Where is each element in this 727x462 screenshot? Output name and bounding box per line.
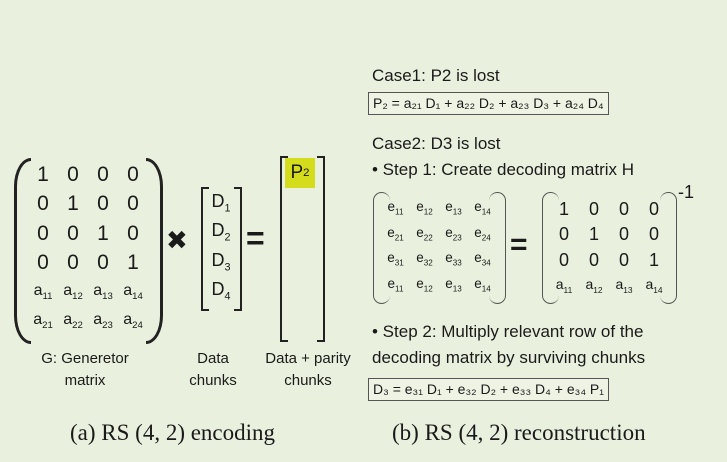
generator-cell-1-2: 0 (67, 163, 79, 187)
inv-matrix-cell-2-3: 0 (618, 224, 629, 245)
data-vector-cell-d1: D1 (211, 190, 231, 215)
step1-text: • Step 1: Create decoding matrix H (372, 160, 635, 179)
h-matrix-cell-1-1: e11 (387, 199, 404, 218)
data-caption-line1: Data (197, 350, 229, 367)
generator-cell-2-2: 1 (67, 192, 79, 216)
generator-cell-3-3: 1 (97, 221, 109, 245)
generator-cell-3-2: 0 (67, 221, 79, 245)
case2-title: Case2: D3 is lost (372, 134, 501, 153)
result-vector-right-bracket (317, 156, 325, 342)
generator-cell-2-1: 0 (37, 192, 49, 216)
h-matrix-cell-4-2: e12 (416, 275, 433, 294)
reconstruction-subtitle: (b) RS (4, 2) reconstruction (392, 420, 646, 445)
h-matrix-cell-4-1: e11 (387, 275, 404, 294)
generator-cell-6-2: a22 (63, 310, 83, 332)
h-equals-sign: = (510, 228, 528, 261)
generator-caption: G: Generetor matrix (30, 348, 140, 392)
inverse-exponent: -1 (678, 182, 695, 202)
inv-matrix-cell-1-1: 1 (558, 198, 569, 219)
generator-cell-6-3: a23 (93, 310, 113, 332)
h-matrix-cell-1-4: e14 (474, 199, 491, 218)
data-vector-cell-d3: D3 (211, 249, 231, 274)
generator-cell-2-4: 0 (127, 192, 139, 216)
generator-cell-3-1: 0 (37, 221, 49, 245)
inv-matrix-cell-3-2: 0 (588, 249, 599, 270)
inv-matrix-cell-2-4: 0 (648, 224, 659, 245)
data-vector-cell-d4: D4 (211, 279, 231, 303)
h-matrix-cell-2-2: e22 (416, 224, 433, 243)
h-matrix-cell-2-1: e21 (387, 224, 404, 243)
data-caption-line2: chunks (189, 371, 237, 389)
generator-cell-1-1: 1 (37, 163, 49, 187)
data-vector-right-bracket (234, 187, 242, 311)
step2-line1: • Step 2: Multiply relevant row of the (372, 322, 644, 341)
inv-matrix-cell-2-2: 1 (588, 224, 599, 245)
result-caption-line2: chunks (284, 371, 332, 389)
generator-cell-2-3: 0 (97, 192, 109, 216)
h-matrix-cell-4-3: e13 (445, 275, 462, 294)
h-right-paren (489, 192, 506, 304)
data-vector-left-bracket (201, 187, 209, 311)
h-matrix-cell-2-4: e24 (474, 224, 491, 243)
h-matrix-cell-3-2: e32 (416, 250, 433, 269)
generator-caption-line1: G: Generetor (41, 350, 129, 367)
inv-matrix-cell-3-4: 1 (648, 249, 659, 270)
h-matrix-cell-1-2: e12 (416, 199, 433, 218)
generator-cell-5-1: a11 (33, 281, 53, 302)
step2-line2: decoding matrix by surviving chunks (372, 348, 646, 367)
generator-cell-4-2: 0 (67, 251, 79, 275)
inv-matrix-cell-4-3: a13 (615, 275, 633, 295)
generator-caption-line2: matrix (64, 371, 106, 389)
h-matrix-cell-2-3: e23 (445, 224, 462, 243)
equals-sign: = (246, 220, 265, 256)
result-caption-line1: Data + parity (265, 350, 351, 367)
inv-left-paren (542, 192, 559, 304)
generator-cell-5-2: a12 (63, 281, 83, 302)
inv-matrix-cell-1-3: 0 (618, 198, 629, 219)
h-matrix-cell-3-1: e31 (387, 250, 404, 269)
h-matrix-cell-1-3: e13 (445, 199, 462, 218)
generator-cell-1-4: 0 (127, 163, 139, 187)
inv-matrix-cell-4-1: a11 (555, 275, 573, 295)
generator-right-paren (146, 158, 163, 344)
result-caption: Data + parity chunks (258, 348, 358, 392)
encoding-subtitle: (a) RS (4, 2) encoding (70, 420, 276, 445)
case2-equation: D₃ = e₃₁ D₁ + e₃₂ D₂ + e₃₃ D₄ + e₃₄ P₁ (368, 378, 609, 401)
case1-equation: P₂ = a₂₁ D₁ + a₂₂ D₂ + a₂₃ D₃ + a₂₄ D₄ (368, 92, 609, 115)
inv-matrix-cell-2-1: 0 (558, 224, 569, 245)
h-matrix-cell-4-4: e14 (474, 275, 491, 294)
generator-cell-6-1: a21 (33, 310, 53, 332)
generator-cell-5-4: a14 (123, 281, 143, 302)
case1-title: Case1: P2 is lost (372, 66, 500, 85)
inv-matrix-cell-4-4: a14 (645, 275, 663, 295)
generator-cell-3-4: 0 (127, 221, 139, 245)
generator-cell-5-3: a13 (93, 281, 113, 302)
generator-cell-4-4: 1 (127, 251, 139, 275)
inv-matrix-cell-1-4: 0 (648, 198, 659, 219)
result-vector-left-bracket (280, 156, 288, 342)
inv-matrix-cell-3-1: 0 (558, 249, 569, 270)
h-matrix-cell-3-4: e34 (474, 250, 491, 269)
h-matrix-cell-3-3: e33 (445, 250, 462, 269)
generator-cell-1-3: 0 (97, 163, 109, 187)
inv-right-paren (660, 192, 677, 304)
generator-cell-6-4: a24 (123, 310, 143, 332)
inv-matrix-cell-1-2: 0 (588, 198, 599, 219)
multiply-icon: ✖ (166, 225, 188, 255)
generator-cell-4-1: 0 (37, 251, 49, 275)
data-caption: Data chunks (178, 348, 248, 392)
data-vector-cell-d2: D2 (211, 220, 231, 244)
h-left-paren (373, 192, 390, 304)
generator-cell-4-3: 0 (97, 251, 109, 275)
inv-matrix-cell-3-3: 0 (618, 249, 629, 270)
inv-matrix-cell-4-2: a12 (585, 275, 603, 295)
